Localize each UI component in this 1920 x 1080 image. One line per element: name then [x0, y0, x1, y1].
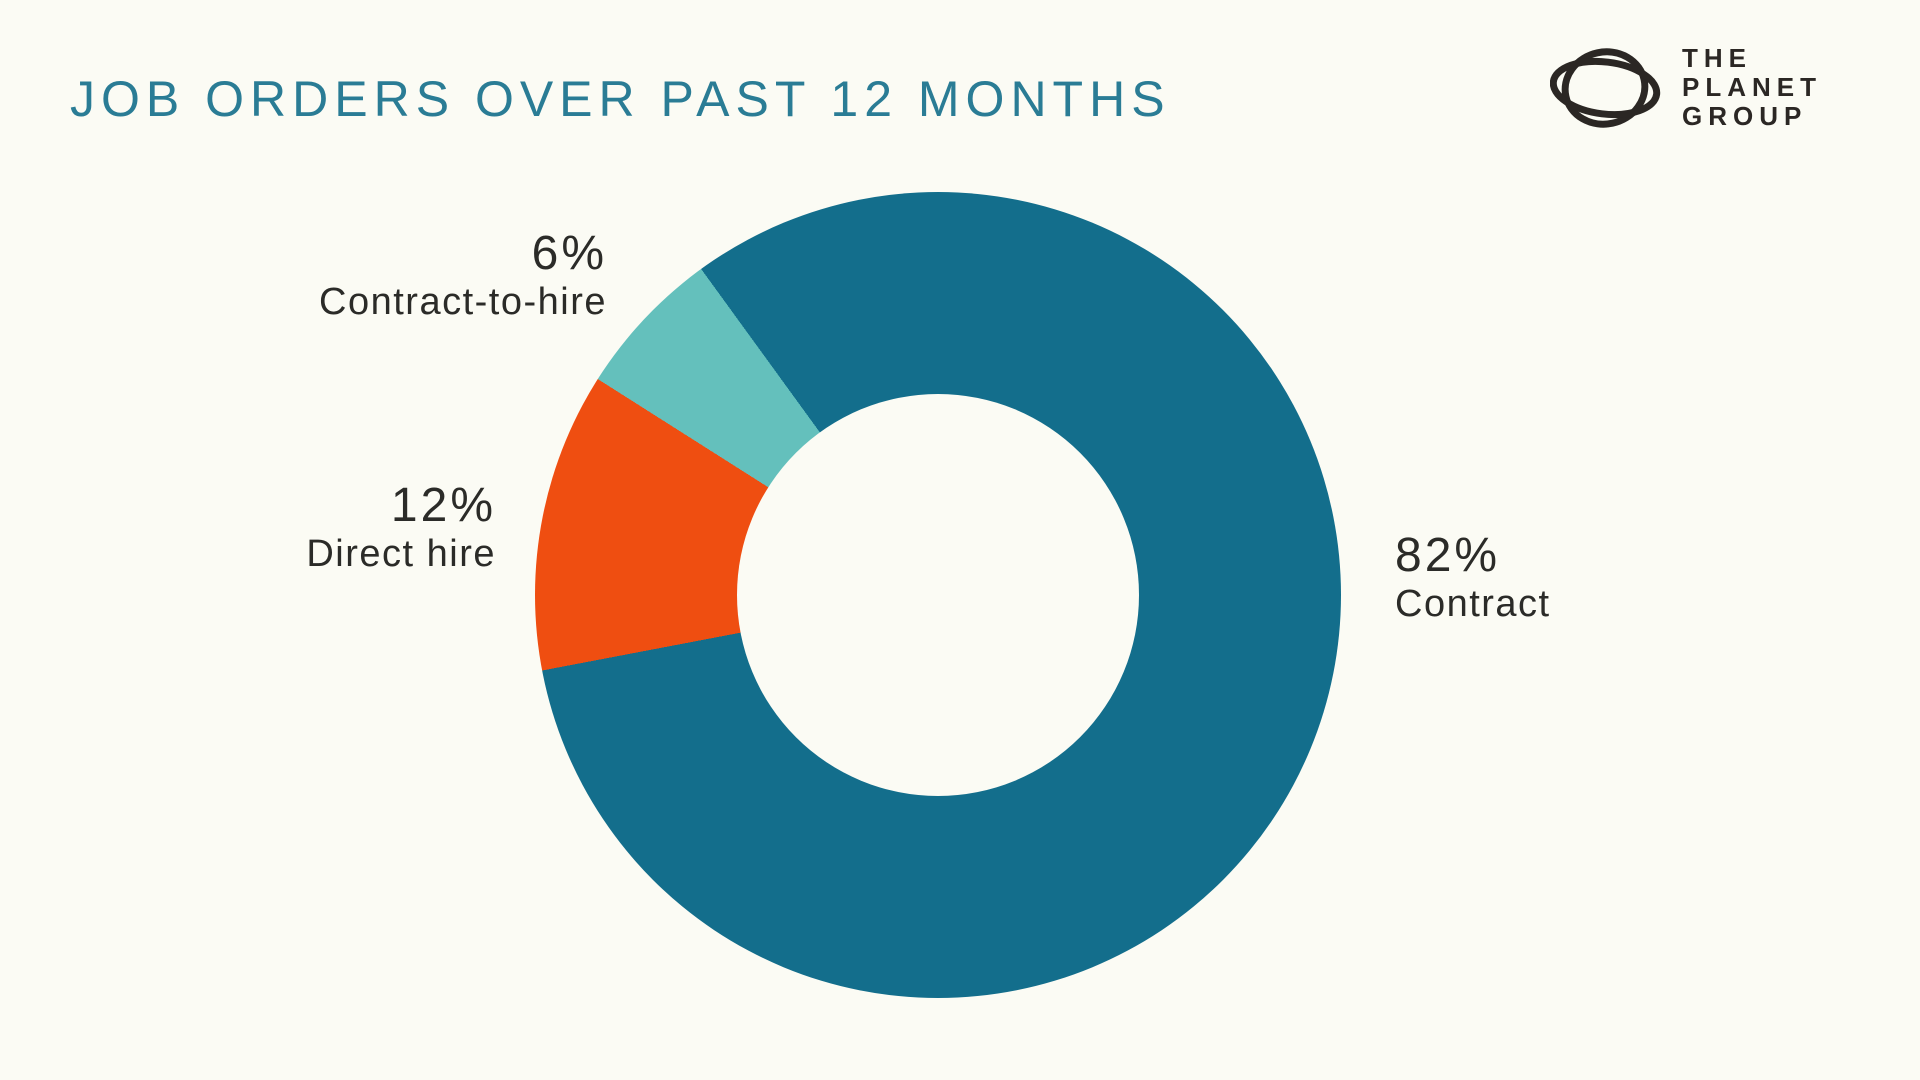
- logo-line-2: PLANET: [1682, 72, 1822, 102]
- donut-chart: [535, 192, 1341, 998]
- slice-name: Contract-to-hire: [319, 281, 607, 323]
- slice-label-contract-to-hire: 6% Contract-to-hire: [319, 228, 607, 324]
- page-title: JOB ORDERS OVER PAST 12 MONTHS: [70, 70, 1171, 127]
- logo-line-3: GROUP: [1682, 101, 1808, 131]
- slice-pct: 6%: [531, 227, 607, 280]
- slice-label-direct-hire: 12% Direct hire: [306, 480, 496, 576]
- slice-label-contract: 82% Contract: [1395, 530, 1551, 626]
- slice-pct: 82%: [1395, 529, 1501, 582]
- planet-orbit-icon: [1550, 48, 1661, 128]
- donut-hole: [737, 394, 1139, 796]
- slice-name: Direct hire: [306, 533, 496, 575]
- slice-pct: 12%: [390, 479, 496, 532]
- planet-group-logo: THE PLANET GROUP: [1550, 40, 1822, 136]
- logo-wordmark: THE PLANET GROUP: [1682, 44, 1822, 131]
- slice-name: Contract: [1395, 583, 1551, 625]
- logo-line-1: THE: [1682, 43, 1752, 73]
